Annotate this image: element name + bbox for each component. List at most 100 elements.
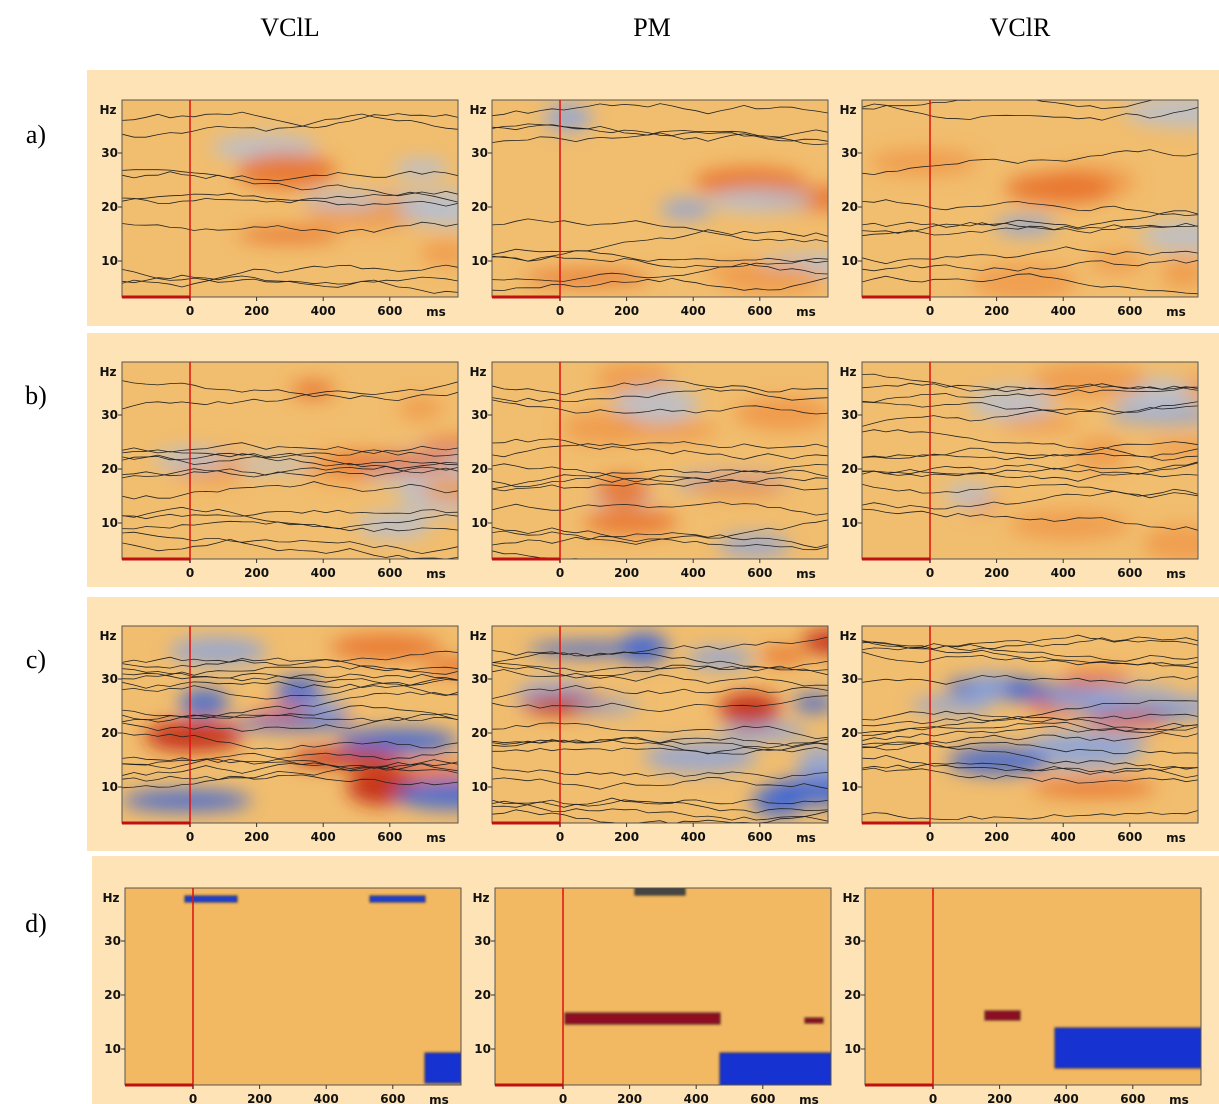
contour xyxy=(492,737,828,749)
x-tick-label: 600 xyxy=(377,304,402,318)
contour xyxy=(862,149,1198,176)
contour xyxy=(122,170,458,182)
contour xyxy=(862,447,1198,461)
contour xyxy=(492,441,828,458)
contour xyxy=(122,672,458,697)
y-tick-label: 10 xyxy=(844,1042,861,1056)
tf-map xyxy=(122,362,458,559)
contour xyxy=(492,685,828,699)
blob xyxy=(394,158,449,180)
blob xyxy=(573,699,640,714)
contour xyxy=(492,722,828,740)
contour xyxy=(492,799,828,814)
frame xyxy=(124,887,462,1086)
contour xyxy=(862,483,1198,499)
y-tick-label: 30 xyxy=(104,934,121,948)
significance-patch xyxy=(1054,1027,1201,1069)
blob xyxy=(1161,256,1198,289)
blob xyxy=(618,631,669,665)
column-header: PM xyxy=(633,13,671,42)
x-unit: ms xyxy=(796,305,816,319)
x-unit: ms xyxy=(426,567,446,581)
x-tick-label: 200 xyxy=(614,830,639,844)
tf-panel: Hz 30 20 10 0 200 400 600 ms xyxy=(469,625,829,845)
frame xyxy=(491,361,829,560)
blob xyxy=(1030,779,1157,798)
x-unit: ms xyxy=(1169,1093,1189,1104)
x-tick-label: 600 xyxy=(747,304,772,318)
contour xyxy=(122,442,458,457)
contour xyxy=(862,221,1198,234)
y-tick-label: 10 xyxy=(101,780,118,794)
blob xyxy=(1008,509,1131,541)
blob xyxy=(169,636,268,666)
contour xyxy=(492,469,828,488)
x-tick-label: 400 xyxy=(311,830,336,844)
x-tick-label: 0 xyxy=(926,304,934,318)
tf-panel: Hz 30 20 10 0 200 400 600 ms xyxy=(472,887,832,1104)
blob xyxy=(357,511,432,539)
x-tick-label: 400 xyxy=(684,1092,709,1104)
x-tick-label: 600 xyxy=(1117,830,1142,844)
x-unit: ms xyxy=(796,567,816,581)
blob xyxy=(1004,172,1115,205)
x-tick-label: 0 xyxy=(186,304,194,318)
y-tick-label: 20 xyxy=(471,200,488,214)
blob xyxy=(686,646,754,670)
tf-panel: Hz 30 20 10 0 200 400 600 ms xyxy=(839,625,1199,845)
blob xyxy=(768,775,828,807)
x-tick-label: 200 xyxy=(244,566,269,580)
contour xyxy=(862,429,1198,458)
blob xyxy=(584,509,678,535)
blob xyxy=(1124,100,1198,128)
y-unit: Hz xyxy=(99,365,116,379)
x-tick-label: 600 xyxy=(380,1092,405,1104)
contour xyxy=(862,641,1198,662)
x-tick-label: 600 xyxy=(377,830,402,844)
contour xyxy=(122,506,458,530)
x-tick-label: 400 xyxy=(314,1092,339,1104)
contour xyxy=(492,519,828,545)
row-label: c) xyxy=(26,645,46,674)
x-tick-label: 200 xyxy=(614,566,639,580)
x-tick-label: 200 xyxy=(984,830,1009,844)
contour xyxy=(122,758,458,772)
contour xyxy=(122,756,458,772)
blob xyxy=(720,722,808,742)
x-tick-label: 600 xyxy=(1120,1092,1145,1104)
contour xyxy=(492,438,828,460)
blob xyxy=(1021,733,1141,770)
blob xyxy=(969,387,1055,420)
row-label: d) xyxy=(25,909,47,938)
contour xyxy=(862,634,1198,651)
column-header: VClL xyxy=(260,13,319,42)
blob xyxy=(397,191,458,227)
contour xyxy=(862,246,1198,265)
significance-patch xyxy=(369,895,426,903)
contour xyxy=(862,405,1198,427)
contour xyxy=(122,264,458,288)
contour xyxy=(122,732,458,750)
contour xyxy=(122,679,458,700)
blob xyxy=(1140,221,1198,252)
blob xyxy=(944,483,994,507)
y-unit: Hz xyxy=(839,365,856,379)
contour xyxy=(492,277,828,291)
tf-panel: Hz 30 20 10 0 200 400 600 ms xyxy=(839,99,1199,319)
x-tick-label: 200 xyxy=(984,566,1009,580)
contour xyxy=(122,650,458,666)
contour xyxy=(122,751,458,769)
contour xyxy=(122,191,458,204)
frame xyxy=(494,887,832,1086)
significance-patch xyxy=(184,895,238,903)
x-unit: ms xyxy=(429,1093,449,1104)
blob xyxy=(231,457,313,473)
y-tick-label: 10 xyxy=(841,780,858,794)
x-tick-label: 600 xyxy=(1117,566,1142,580)
y-unit: Hz xyxy=(839,629,856,643)
contour xyxy=(492,660,828,678)
contour xyxy=(862,810,1198,821)
significance-patch xyxy=(804,1017,824,1024)
contour xyxy=(862,741,1198,755)
x-tick-label: 400 xyxy=(1054,1092,1079,1104)
